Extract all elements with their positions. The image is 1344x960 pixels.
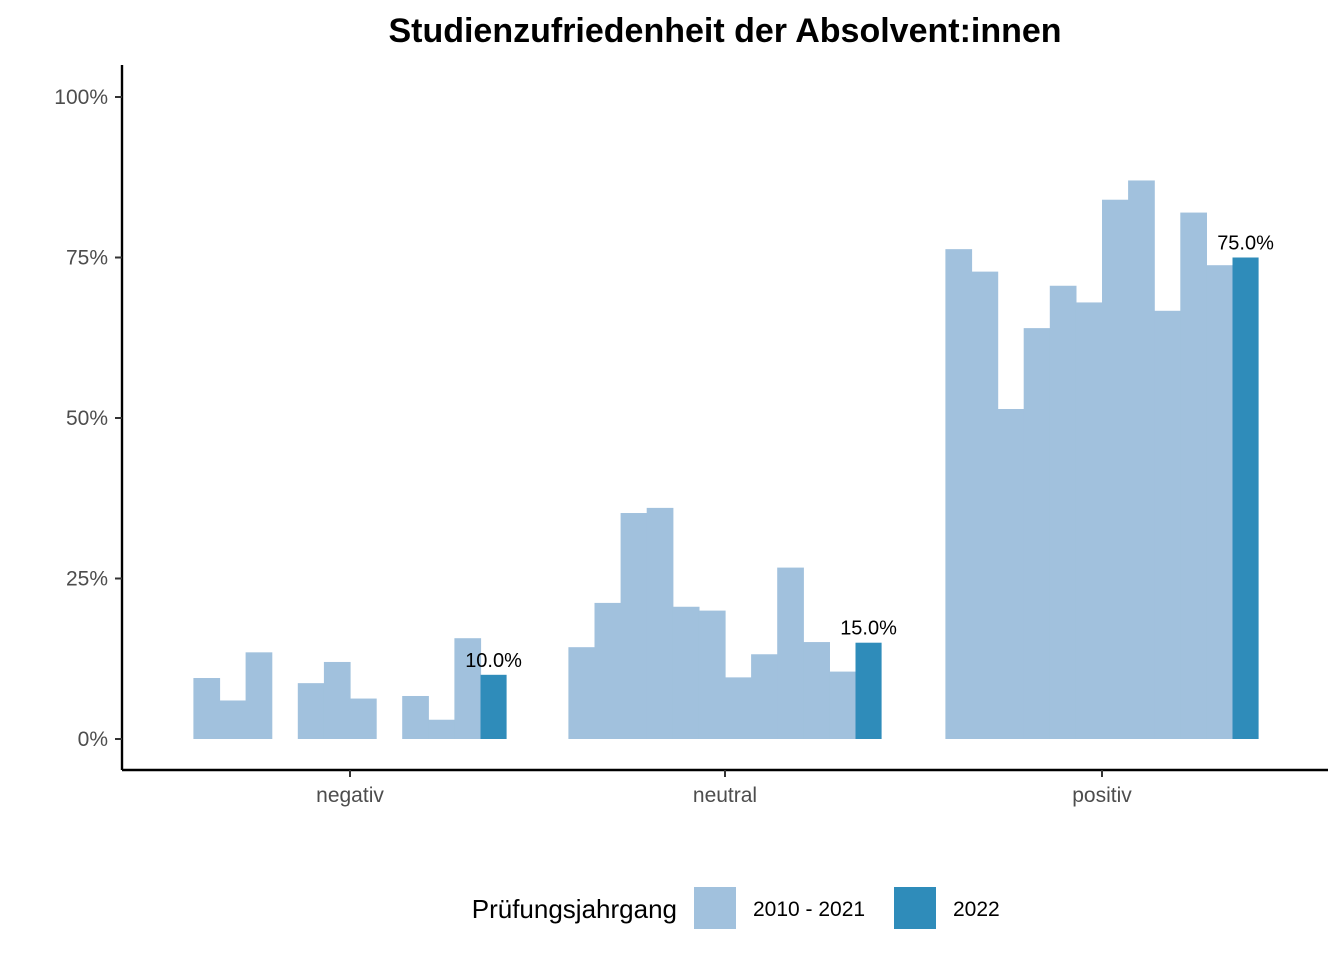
y-tick-label: 100% — [54, 86, 108, 109]
bar-history-positiv-0 — [945, 249, 973, 739]
y-tick-label: 50% — [66, 407, 108, 430]
legend: Prüfungsjahrgang 2010 - 2021 2022 — [472, 887, 1000, 929]
bars-layer — [193, 180, 1259, 740]
x-tick-label-negativ: negativ — [316, 784, 384, 807]
data-labels-layer: 10.0% 15.0% 75.0% — [465, 233, 1274, 672]
legend-title: Prüfungsjahrgang — [472, 894, 677, 924]
bar-history-positiv-10 — [1206, 265, 1234, 739]
bar-history-neutral-3 — [646, 507, 674, 739]
data-label-positiv: 75.0% — [1217, 233, 1274, 255]
chart-title: Studienzufriedenheit der Absolvent:innen — [388, 12, 1061, 50]
bar-history-negativ-6 — [350, 698, 377, 739]
bar-history-negativ-4 — [297, 683, 325, 739]
bar-2022-neutral — [855, 642, 882, 739]
legend-label-0: 2010 - 2021 — [753, 898, 865, 921]
bar-2022-positiv — [1232, 257, 1259, 739]
bar-history-negativ-1 — [219, 700, 247, 739]
y-tick-label: 0% — [78, 728, 108, 751]
bar-history-negativ-0 — [193, 678, 221, 739]
x-axis: negativ neutral positiv — [122, 768, 1328, 807]
bar-history-positiv-4 — [1049, 285, 1077, 739]
data-label-negativ: 10.0% — [465, 650, 522, 672]
bar-2022-negativ — [480, 674, 507, 739]
y-tick-label: 75% — [66, 247, 108, 270]
bar-history-positiv-8 — [1154, 310, 1181, 739]
data-label-neutral: 15.0% — [840, 618, 897, 640]
legend-key-1 — [894, 887, 936, 929]
bar-history-neutral-1 — [594, 602, 622, 739]
bar-history-negativ-8 — [402, 695, 429, 739]
bar-history-positiv-9 — [1180, 212, 1207, 739]
bar-history-neutral-7 — [751, 654, 778, 739]
legend-key-0 — [694, 887, 736, 929]
bar-history-positiv-1 — [971, 271, 999, 739]
bar-history-neutral-5 — [698, 610, 726, 739]
bar-history-positiv-3 — [1023, 328, 1051, 739]
x-tick-label-neutral: neutral — [693, 784, 757, 807]
bar-history-positiv-6 — [1102, 199, 1129, 740]
bar-history-neutral-0 — [568, 647, 596, 739]
bar-history-neutral-6 — [725, 677, 752, 739]
bar-history-negativ-2 — [245, 652, 273, 739]
y-axis: 0% 25% 50% 75% 100% — [54, 65, 124, 770]
bar-history-neutral-8 — [777, 567, 804, 739]
bar-history-positiv-2 — [997, 409, 1025, 739]
bar-history-neutral-4 — [672, 606, 700, 739]
bar-history-neutral-9 — [803, 642, 830, 739]
y-tick-label: 25% — [66, 568, 108, 591]
bar-history-negativ-9 — [428, 719, 455, 739]
bar-history-neutral-10 — [829, 671, 857, 739]
bar-history-neutral-2 — [620, 513, 648, 739]
bar-history-negativ-10 — [454, 638, 482, 739]
bar-history-positiv-7 — [1128, 180, 1155, 739]
x-tick-label-positiv: positiv — [1072, 784, 1132, 807]
bar-history-negativ-5 — [323, 661, 351, 739]
bar-history-positiv-5 — [1075, 302, 1103, 739]
legend-label-1: 2022 — [953, 898, 1000, 921]
